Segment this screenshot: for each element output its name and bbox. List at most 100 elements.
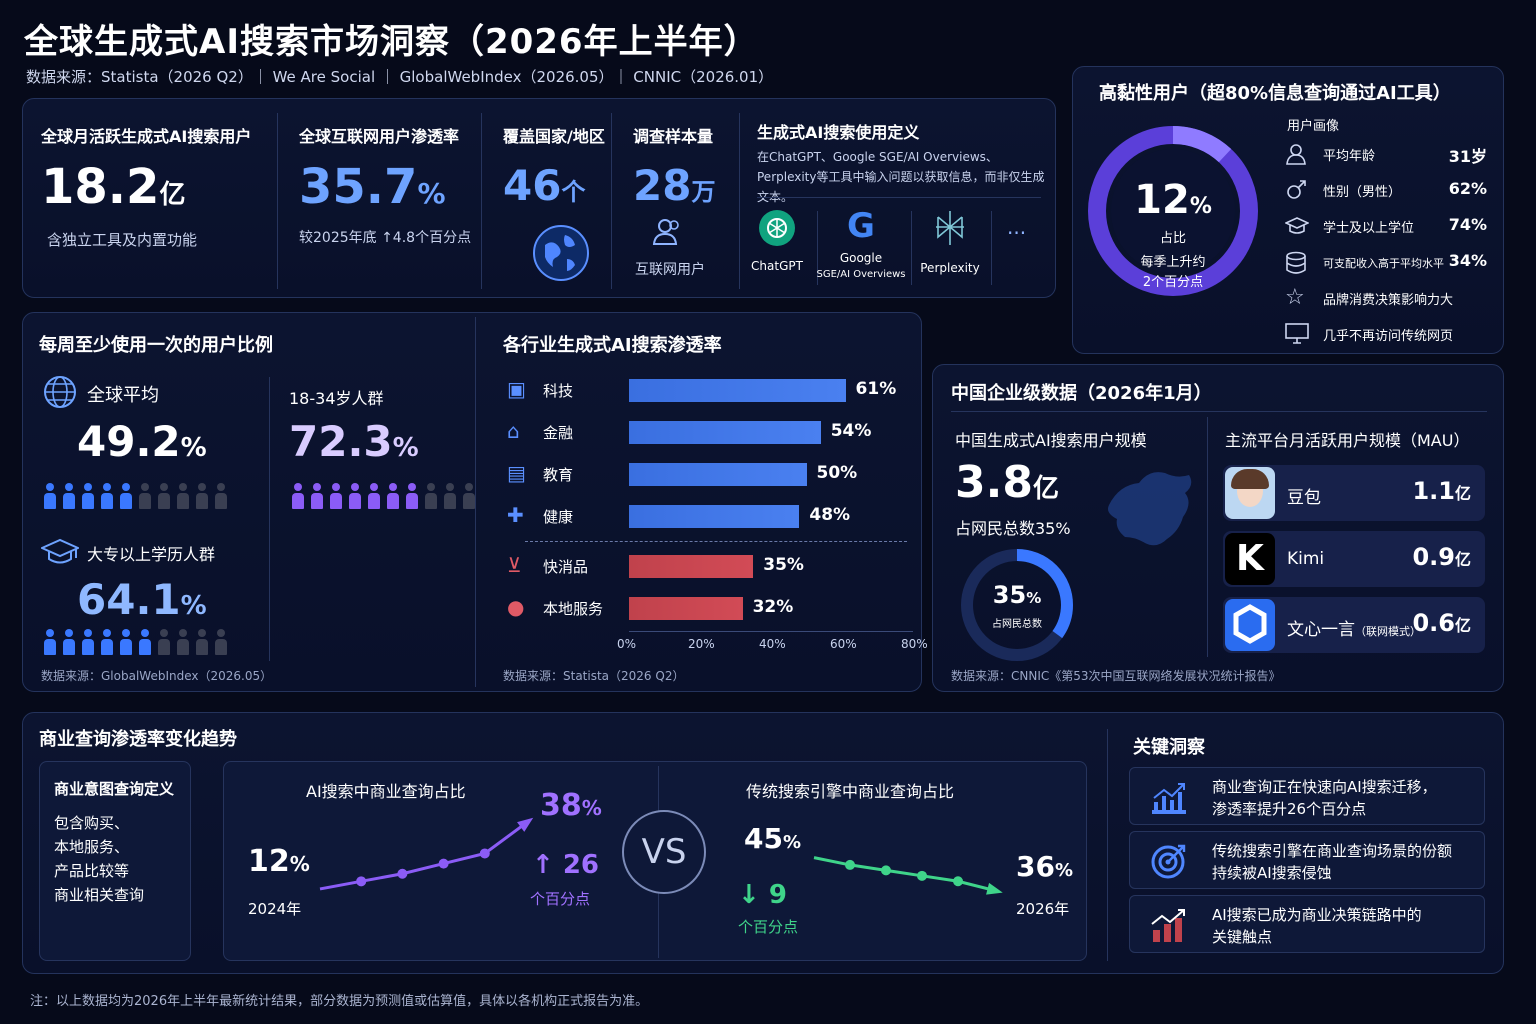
monitor-icon bbox=[1285, 323, 1309, 345]
industry-source: 数据来源：Statista（2026 Q2） bbox=[503, 669, 685, 683]
pen-number: 35.7 bbox=[299, 159, 418, 215]
definition-line: 商业相关查询 bbox=[54, 886, 145, 904]
global-pictogram bbox=[43, 483, 233, 513]
bar-label: 教育 bbox=[543, 466, 574, 484]
cart-icon: ⊻ bbox=[507, 553, 522, 577]
young-pictogram bbox=[291, 483, 481, 513]
male-icon bbox=[1285, 179, 1307, 201]
insight-line: 传统搜索引擎在商业查询场景的份额 bbox=[1212, 842, 1453, 860]
ai-trend-title: AI搜索中商业查询占比 bbox=[306, 782, 466, 801]
platform-name: 文心一言（联网模式） bbox=[1287, 615, 1421, 640]
sticky-ring-unit: % bbox=[1189, 194, 1212, 219]
china-source: 数据来源：CNNIC《第53次中国互联网络发展状况统计报告》 bbox=[951, 669, 1281, 683]
trad-start-unit: % bbox=[782, 832, 802, 853]
person-icon bbox=[291, 483, 305, 509]
platform-name-text: 文心一言 bbox=[1287, 620, 1355, 640]
tool-google-sub: SGE/AI Overviews bbox=[816, 269, 906, 280]
profile-row: 平均年龄 31岁 bbox=[1283, 139, 1495, 175]
data-point bbox=[397, 868, 408, 879]
person-icon bbox=[367, 483, 381, 509]
global-value: 49.2% bbox=[77, 417, 207, 466]
trad-start-value: 45% bbox=[744, 822, 801, 855]
person-icon bbox=[405, 483, 419, 509]
coverage-unit: 个 bbox=[561, 178, 586, 206]
mau-note: 含独立工具及内置功能 bbox=[47, 231, 198, 249]
industry-bar-chart: ▣ 科技 61% ⌂ 金融 54% ▤ 教育 50% ✚ 健康 48% ⊻ 快消品 35% ● 本地服务 32% 0… bbox=[501, 369, 928, 659]
profile-label: 可支配收入高于平均水平 bbox=[1323, 257, 1444, 270]
ai-delta: ↑ 26 bbox=[532, 850, 600, 880]
china-ring-label: 占网民总数 bbox=[992, 619, 1042, 630]
platform-tag: （联网模式） bbox=[1355, 625, 1421, 638]
x-tick-label: 0% bbox=[617, 637, 637, 651]
definition-box: 商业意图查询定义 包含购买、 本地服务、 产品比较等 商业相关查询 bbox=[39, 761, 191, 961]
person-icon bbox=[100, 483, 114, 509]
x-axis-line bbox=[629, 631, 913, 632]
person-icon bbox=[214, 629, 228, 655]
industry-title: 各行业生成式AI搜索渗透率 bbox=[503, 335, 722, 356]
platform-doubao: 豆包 1.1亿 bbox=[1223, 465, 1485, 521]
bar-value: 50% bbox=[816, 463, 858, 483]
mau-title: 主流平台月活跃用户规模（MAU） bbox=[1225, 431, 1470, 450]
person-icon bbox=[62, 629, 76, 655]
platform-number: 0.6 bbox=[1412, 609, 1455, 637]
data-point bbox=[917, 870, 927, 881]
profile-list: 平均年龄 31岁 性别（男性） 62% 学士及以上学位 74% 可支配收入高于平均水平… bbox=[1283, 139, 1495, 355]
person-icon bbox=[386, 483, 400, 509]
sticky-ring-label: 占比 bbox=[1159, 231, 1186, 246]
data-point bbox=[881, 865, 891, 876]
database-icon bbox=[1285, 251, 1307, 275]
pen-note: 较2025年底 ↑4.8个百分点 bbox=[299, 230, 472, 246]
bar-value: 32% bbox=[752, 597, 794, 617]
person-icon bbox=[176, 629, 190, 655]
platform-unit: 亿 bbox=[1454, 616, 1471, 635]
person-icon bbox=[138, 629, 152, 655]
person-icon bbox=[157, 629, 171, 655]
person-icon bbox=[119, 483, 133, 509]
profile-title: 用户画像 bbox=[1287, 119, 1340, 134]
sample-number: 28 bbox=[633, 161, 692, 210]
bar bbox=[629, 379, 846, 402]
weekly-title: 每周至少使用一次的用户比例 bbox=[39, 335, 273, 356]
bar bbox=[629, 421, 821, 444]
person-icon bbox=[81, 629, 95, 655]
separator-line bbox=[525, 541, 907, 542]
coverage-label: 覆盖国家/地区 bbox=[503, 127, 605, 146]
x-tick-label: 80% bbox=[901, 637, 928, 651]
vs-badge: VS bbox=[622, 810, 706, 894]
platform-unit: 亿 bbox=[1454, 484, 1471, 503]
profile-label: 品牌消费决策影响力大 bbox=[1323, 293, 1454, 308]
data-point bbox=[438, 858, 449, 869]
sample-unit: 万 bbox=[691, 178, 716, 206]
bar-row: ● 本地服务 32% bbox=[501, 595, 921, 623]
bar-row: ⌂ 金融 54% bbox=[501, 419, 921, 447]
profile-label: 几乎不再访问传统网页 bbox=[1323, 329, 1454, 344]
global-label: 全球平均 bbox=[87, 385, 159, 406]
pen-unit: % bbox=[417, 177, 446, 210]
trad-start-number: 45 bbox=[744, 822, 783, 855]
tool-perplexity-name: Perplexity bbox=[920, 261, 980, 275]
definition-line: 包含购买、 bbox=[54, 814, 130, 832]
sticky-ring bbox=[1088, 126, 1258, 296]
tool-google-name: Google bbox=[839, 251, 883, 265]
profile-value: 62% bbox=[1448, 179, 1487, 198]
person-icon bbox=[424, 483, 438, 509]
young-value: 72.3% bbox=[289, 417, 419, 466]
series-line bbox=[813, 856, 995, 892]
data-point bbox=[953, 876, 963, 887]
young-unit: % bbox=[392, 433, 419, 463]
platform-value: 0.9亿 bbox=[1412, 543, 1471, 571]
profile-value: 31岁 bbox=[1448, 147, 1487, 166]
tool-chatgpt-name: ChatGPT bbox=[751, 259, 803, 273]
mau-value: 18.2亿 bbox=[41, 159, 185, 215]
china-users-number: 3.8 bbox=[955, 457, 1033, 508]
tool-google: G Google SGE/AI Overviews bbox=[813, 207, 909, 280]
person-icon bbox=[195, 629, 209, 655]
platform-number: 0.9 bbox=[1412, 543, 1455, 571]
young-label: 18-34岁人群 bbox=[289, 389, 384, 408]
definition-box-title: 商业意图查询定义 bbox=[54, 780, 175, 798]
ai-start-number: 12 bbox=[248, 844, 290, 879]
wenxin-logo-icon bbox=[1225, 599, 1275, 651]
globe-outline-icon bbox=[43, 375, 77, 413]
bar-label: 科技 bbox=[543, 382, 574, 400]
insight-line: AI搜索已成为商业决策链路中的 bbox=[1212, 906, 1422, 924]
